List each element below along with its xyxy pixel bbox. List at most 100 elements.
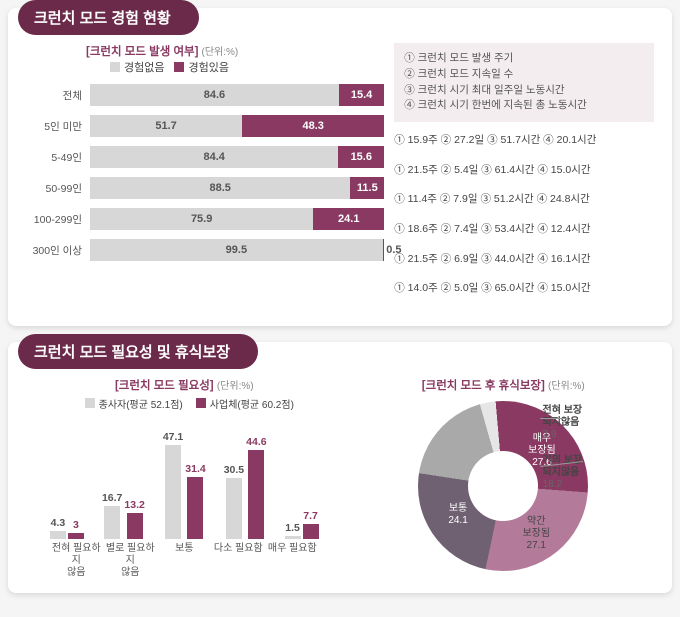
info-column: ① 크런치 모드 발생 주기② 크런치 모드 지속일 수③ 크런치 시기 최대 …: [390, 43, 654, 312]
hbar-unit: (단위:%): [202, 47, 239, 58]
vbar: [127, 513, 143, 539]
vbar: [50, 531, 66, 540]
hbar-row: 50-99인88.511.5: [26, 177, 384, 199]
category-label: 보통: [157, 543, 211, 579]
hbar-chart: [크런치 모드 발생 여부] (단위:%) 경험없음 경험있음 전체84.615…: [26, 43, 390, 312]
vbar-group: 4.33: [49, 517, 85, 540]
hbar-seg-yes: 15.6: [338, 146, 384, 168]
vbar-group: 30.5 44.6: [223, 436, 268, 539]
vbar-value: 16.7: [102, 492, 122, 504]
swatch-a: [85, 398, 95, 408]
leader-line: [541, 418, 569, 419]
hbar-track: 99.50.5: [90, 239, 384, 261]
hbar-seg-yes: 0.5: [383, 239, 384, 261]
hbar-seg-no: 84.6: [90, 84, 339, 106]
info-line: ③ 크런치 시기 최대 일주일 노동시간: [404, 83, 644, 99]
hbar-subtitle: [크런치 모드 발생 여부]: [86, 46, 198, 58]
swatch-b: [196, 398, 206, 408]
vbar-wrap: 13.2: [124, 499, 144, 539]
vbar-wrap: 1.5: [285, 522, 301, 539]
vbar-value: 13.2: [124, 499, 144, 511]
donut-internal-label: 보통24.1: [436, 503, 480, 527]
vbar-group: 47.1 31.4: [162, 431, 207, 539]
vbar-group: 1.57.7: [284, 510, 320, 539]
vbar: [303, 524, 319, 539]
vbar-value: 44.6: [246, 436, 266, 448]
vbar-wrap: 3: [68, 519, 84, 539]
rest-chart: [크런치 모드 후 휴식보장] (단위:%) 매우보장됨27.6약간보장됨27.…: [353, 377, 654, 580]
hbar-seg-no: 75.9: [90, 208, 313, 230]
hbar-seg-no: 84.4: [90, 146, 338, 168]
hbar-seg-yes: 48.3: [242, 115, 384, 137]
vbar: [248, 450, 264, 539]
hbar-label: 전체: [26, 88, 90, 103]
vbar-wrap: 44.6: [246, 436, 266, 539]
stats-row: ① 21.5주 ② 5.4일 ③ 61.4시간 ④ 15.0시간: [394, 164, 654, 178]
section-1-body: [크런치 모드 발생 여부] (단위:%) 경험없음 경험있음 전체84.615…: [26, 43, 654, 312]
stats-row: ① 15.9주 ② 27.2일 ③ 51.7시간 ④ 20.1시간: [394, 134, 654, 148]
hbar-seg-yes: 15.4: [339, 84, 384, 106]
section-2-body: [크런치 모드 필요성] (단위:%) 종사자(평균 52.1점) 사업체(평균…: [26, 377, 654, 580]
stats-row: ① 14.0주 ② 5.0일 ③ 65.0시간 ④ 15.0시간: [394, 282, 654, 296]
donut-external-label: 거의 보장되지않음18.2: [543, 455, 583, 491]
info-box: ① 크런치 모드 발생 주기② 크런치 모드 지속일 수③ 크런치 시기 최대 …: [394, 43, 654, 122]
hbar-row: 300인 이상99.50.5: [26, 239, 384, 261]
vbar-wrap: 47.1: [163, 431, 183, 539]
vbar-value: 30.5: [224, 464, 244, 476]
necessity-subtitle: [크런치 모드 필요성]: [115, 380, 214, 392]
hbar-row: 전체84.615.4: [26, 84, 384, 106]
vbar: [285, 536, 301, 539]
vbar: [165, 445, 181, 539]
hbar-seg-yes: 24.1: [313, 208, 384, 230]
category-label: 별로 필요하지않음: [103, 543, 157, 579]
vbar-wrap: 7.7: [303, 510, 319, 539]
category-label: 전혀 필요하지않음: [49, 543, 103, 579]
stats-row: ① 18.6주 ② 7.4일 ③ 53.4시간 ④ 12.4시간: [394, 223, 654, 237]
vbar-value: 1.5: [285, 522, 300, 534]
vbar-value: 3: [73, 519, 79, 531]
info-line: ④ 크런치 시기 한번에 지속된 총 노동시간: [404, 98, 644, 114]
category-label: 매우 필요함: [265, 543, 319, 579]
legend-yes: 경험있음: [188, 59, 228, 75]
swatch-yes: [174, 62, 184, 72]
section-2-title: 크런치 모드 필요성 및 휴식보장: [18, 334, 258, 369]
vbar: [187, 477, 203, 540]
hbar-seg-yes: 11.5: [350, 177, 384, 199]
info-line: ② 크런치 모드 지속일 수: [404, 67, 644, 83]
vbar-wrap: 4.3: [50, 517, 66, 540]
hbar-track: 51.748.3: [90, 115, 384, 137]
hbar-track: 75.924.1: [90, 208, 384, 230]
donut-internal-label: 약간보장됨27.1: [514, 516, 558, 552]
vbar: [226, 478, 242, 539]
vbar: [68, 533, 84, 539]
swatch-no: [110, 62, 120, 72]
donut-external-label: 전혀 보장되지않음2.9: [543, 405, 583, 441]
hbar-label: 5-49인: [26, 150, 90, 165]
hbar-row: 5-49인84.415.6: [26, 146, 384, 168]
hbar-seg-no: 88.5: [90, 177, 350, 199]
legend-no: 경험없음: [124, 59, 164, 75]
vbar: [104, 506, 120, 539]
hbar-label: 100-299인: [26, 212, 90, 227]
hbar-label: 50-99인: [26, 181, 90, 196]
rest-subtitle: [크런치 모드 후 휴식보장]: [422, 380, 545, 392]
section-1-title: 크런치 모드 경험 현황: [18, 0, 199, 35]
info-line: ① 크런치 모드 발생 주기: [404, 51, 644, 67]
category-label: 다소 필요함: [211, 543, 265, 579]
necessity-unit: (단위:%): [217, 381, 254, 392]
vbar-group: 16.713.2: [101, 492, 146, 539]
vbar-wrap: 16.7: [102, 492, 122, 539]
vbar-value: 47.1: [163, 431, 183, 443]
hbar-row: 100-299인75.924.1: [26, 208, 384, 230]
vbar-value: 7.7: [303, 510, 318, 522]
vbar-wrap: 31.4: [185, 463, 205, 540]
hbar-row: 5인 미만51.748.3: [26, 115, 384, 137]
section-1: 크런치 모드 경험 현황 [크런치 모드 발생 여부] (단위:%) 경험없음 …: [8, 8, 672, 326]
rest-unit: (단위:%): [548, 381, 585, 392]
vbar-wrap: 30.5: [224, 464, 244, 539]
legend-b: 사업체(평균 60.2점): [210, 396, 294, 411]
vbar-value: 31.4: [185, 463, 205, 475]
stats-row: ① 21.5주 ② 6.9일 ③ 44.0시간 ④ 16.1시간: [394, 253, 654, 267]
hbar-seg-no: 99.5: [90, 239, 383, 261]
hbar-legend: 경험없음 경험있음: [100, 59, 229, 75]
